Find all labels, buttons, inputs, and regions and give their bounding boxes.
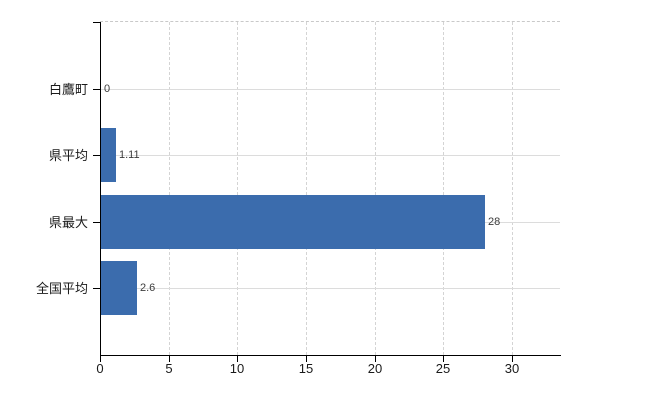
- x-axis-tick-label: 10: [229, 361, 245, 376]
- x-axis-tick-label: 25: [435, 361, 451, 376]
- gridline-vertical: [443, 22, 445, 355]
- y-axis-tick: [93, 288, 100, 289]
- category-label: 県最大: [48, 215, 88, 230]
- y-axis-tick: [93, 89, 100, 90]
- gridline-vertical: [168, 22, 170, 355]
- x-axis-tick: [306, 355, 307, 362]
- bar: [101, 261, 137, 315]
- plot-top-border: [100, 21, 560, 22]
- category-label: 白鷹町: [48, 82, 88, 97]
- gridline-horizontal: [100, 89, 560, 90]
- gridline-vertical: [237, 22, 239, 355]
- y-axis-line: [100, 22, 101, 356]
- x-axis-tick-label: 15: [298, 361, 314, 376]
- bar: [101, 128, 116, 182]
- category-label: 全国平均: [35, 281, 88, 296]
- bar: [101, 195, 485, 249]
- value-label: 2.6: [140, 282, 156, 294]
- gridline-vertical: [305, 22, 307, 355]
- x-axis-tick: [512, 355, 513, 362]
- gridline-vertical: [511, 22, 513, 355]
- gridline-horizontal: [100, 288, 560, 289]
- x-axis-tick: [443, 355, 444, 362]
- value-label: 0: [104, 83, 111, 95]
- x-axis-tick-label: 5: [165, 361, 173, 376]
- x-axis-tick: [237, 355, 238, 362]
- y-axis-tick: [93, 155, 100, 156]
- gridline-vertical: [374, 22, 376, 355]
- x-axis-tick: [100, 355, 101, 362]
- y-axis-tick: [93, 22, 100, 23]
- x-axis-tick: [375, 355, 376, 362]
- gridline-horizontal: [100, 155, 560, 156]
- x-axis-tick: [169, 355, 170, 362]
- category-label: 県平均: [48, 148, 88, 163]
- x-axis-tick-label: 30: [504, 361, 520, 376]
- value-label: 1.11: [119, 149, 140, 161]
- value-label: 28: [488, 216, 501, 228]
- x-axis-line: [100, 355, 561, 356]
- x-axis-tick-label: 0: [96, 361, 104, 376]
- y-axis-tick: [93, 222, 100, 223]
- x-axis-tick-label: 20: [367, 361, 383, 376]
